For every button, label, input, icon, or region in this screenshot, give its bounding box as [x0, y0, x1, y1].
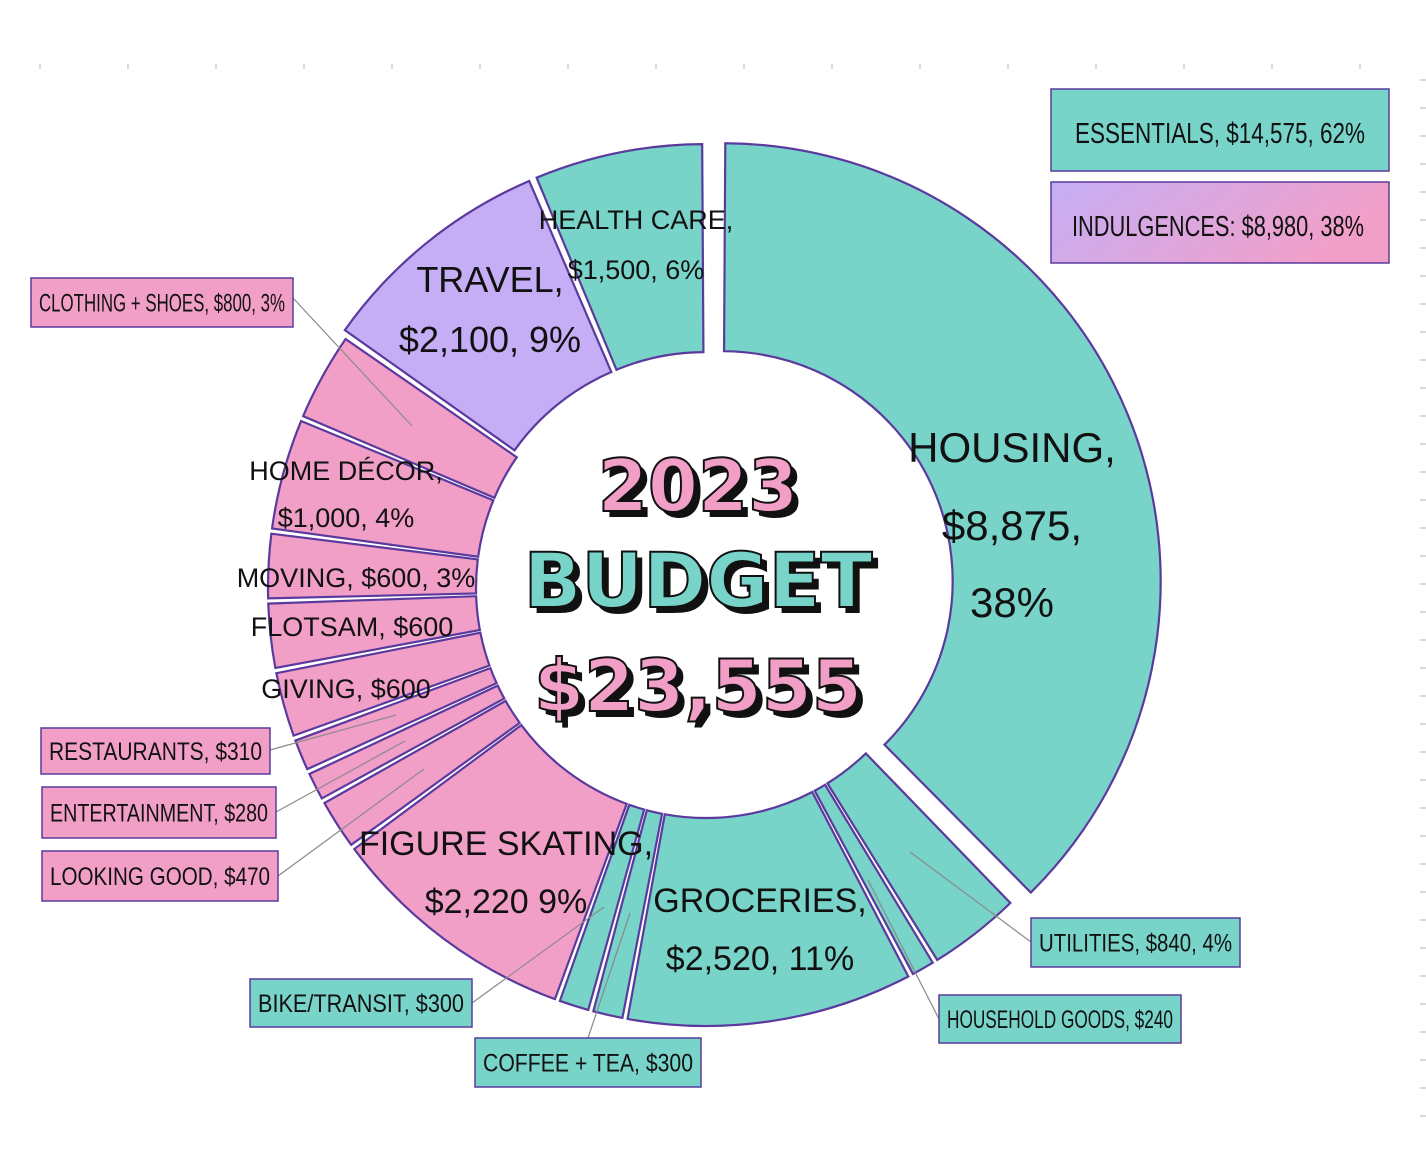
slice-label-home-d-cor: HOME DÉCOR, — [249, 456, 443, 486]
slice-label-groceries: $2,520, 11% — [666, 940, 854, 978]
leader-line-coffee-tea — [587, 912, 631, 1039]
slice-clothing-shoes — [301, 337, 519, 500]
slice-label-travel: TRAVEL, — [416, 259, 563, 300]
slice-groceries — [626, 790, 910, 1028]
callout-label-household-goods: HOUSEHOLD GOODS, $240 — [947, 1006, 1173, 1034]
legend-indulgences-label: INDULGENCES: $8,980, 38% — [1072, 211, 1364, 243]
callout-box-bike-transit — [249, 978, 473, 1028]
leader-line-entertainment — [275, 740, 406, 813]
center-budget: BUDGET — [524, 536, 873, 625]
callout-box-restaurants — [40, 727, 271, 775]
slice-giving — [275, 631, 491, 738]
callout-box-looking-good — [41, 850, 279, 902]
legend-essentials-label: ESSENTIALS, $14,575, 62% — [1075, 118, 1365, 150]
leader-line-looking-good — [277, 768, 425, 877]
legend-indulgences-box — [1050, 181, 1390, 264]
decorative-ticks — [39, 64, 1426, 1117]
slice-entertainment — [307, 684, 506, 800]
legend-essentials-box — [1050, 88, 1390, 172]
slice-flotsam — [267, 595, 482, 670]
slice-label-housing: 38% — [970, 579, 1054, 626]
center-total: $23,555 — [534, 644, 862, 728]
slice-looking-good — [322, 699, 522, 847]
slice-housing — [722, 142, 1162, 895]
slice-utilities — [825, 751, 1012, 962]
callout-box-coffee-tea — [474, 1037, 702, 1088]
callout-label-utilities: UTILITIES, $840, 4% — [1039, 930, 1232, 958]
slice-home-d-cor — [270, 419, 495, 558]
center-year: 2023 — [598, 444, 798, 528]
callout-labels: UTILITIES, $840, 4% HOUSEHOLD GOODS, $240… — [30, 277, 1241, 1088]
center-title: 2023 2023 BUDGET BUDGET $23,555 $23,555 — [523, 443, 879, 734]
callout-label-clothing-shoes: CLOTHING + SHOES, $800, 3% — [39, 290, 285, 318]
leader-line-restaurants — [269, 714, 397, 751]
callout-label-looking-good: LOOKING GOOD, $470 — [50, 863, 270, 891]
leader-line-utilities — [909, 851, 1032, 943]
slice-labels: HOUSING, $8,875, 38% GROCERIES, $2,520, 11% F… — [237, 205, 1116, 978]
slice-label-giving: GIVING, $600 — [261, 674, 431, 704]
legend: ESSENTIALS, $14,575, 62% INDULGENCES: $8… — [1050, 88, 1390, 264]
leader-lines — [269, 297, 1032, 1039]
slice-label-moving: MOVING, $600, 3% — [237, 563, 476, 593]
center-total-shadow: $23,555 — [540, 650, 868, 734]
center-budget-shadow: BUDGET — [530, 542, 879, 631]
callout-label-bike-transit: BIKE/TRANSIT, $300 — [258, 990, 464, 1018]
slice-label-figure-skating: $2,220 9% — [425, 883, 588, 921]
callout-box-household-goods — [938, 994, 1182, 1044]
slice-label-travel: $2,100, 9% — [399, 319, 581, 360]
slice-label-health-care: HEALTH CARE, — [539, 205, 734, 235]
leader-line-clothing-shoes — [292, 297, 413, 427]
leader-line-household-goods — [867, 879, 940, 1020]
slice-coffee-tea — [592, 808, 664, 1020]
leader-line-bike-transit — [471, 906, 605, 1004]
slice-label-health-care: $1,500, 6% — [568, 255, 705, 285]
slice-restaurants — [294, 666, 499, 771]
center-year-shadow: 2023 — [604, 450, 804, 534]
slice-label-housing: HOUSING, — [908, 424, 1116, 471]
donut-slices — [266, 142, 1162, 1028]
callout-label-entertainment: ENTERTAINMENT, $280 — [50, 800, 268, 828]
callout-box-entertainment — [41, 786, 277, 839]
callout-label-restaurants: RESTAURANTS, $310 — [49, 738, 262, 766]
slice-moving — [266, 532, 480, 600]
slice-travel — [343, 179, 613, 452]
callout-label-coffee-tea: COFFEE + TEA, $300 — [483, 1050, 693, 1078]
slice-label-housing: $8,875, — [942, 502, 1082, 549]
slice-figure-skating — [352, 723, 629, 1001]
slice-label-flotsam: FLOTSAM, $600 — [251, 612, 454, 642]
slice-label-figure-skating: FIGURE SKATING, — [359, 825, 653, 863]
slice-health-care — [535, 143, 705, 372]
callout-box-clothing-shoes — [30, 277, 294, 328]
slice-label-home-d-cor: $1,000, 4% — [278, 503, 415, 533]
slice-label-groceries: GROCERIES, — [653, 882, 866, 920]
slice-household-goods — [813, 783, 935, 976]
callout-box-utilities — [1030, 917, 1241, 968]
slice-bike-transit — [558, 803, 646, 1012]
